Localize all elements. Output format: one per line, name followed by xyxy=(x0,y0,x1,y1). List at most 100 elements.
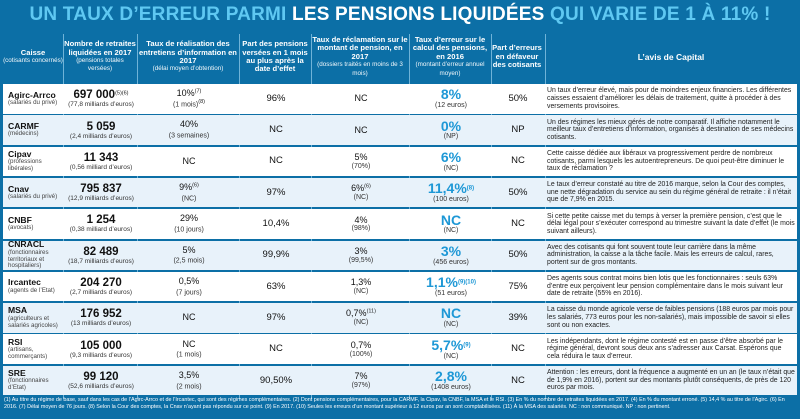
table-row: CNBF (avocats) 1 254 (0,38 milliard d’euros… xyxy=(3,209,797,239)
reclamation-cell: 0,7% (100%) xyxy=(313,334,409,364)
caisse-cell: RSI (artisans, commerçants) xyxy=(5,334,66,364)
erreur-note: (8) xyxy=(466,185,475,192)
erreur-cell: NC (NC) xyxy=(411,303,491,333)
entretiens-cell: NC xyxy=(139,147,239,177)
retraites-value: 5 059 xyxy=(86,120,116,133)
erreur-cell: 5,7%(9) (NC) xyxy=(411,334,491,364)
entretiens-value: 40% xyxy=(179,119,198,130)
entretiens-sub: (1 mois) xyxy=(172,101,199,109)
part-erreurs-cell: 75% xyxy=(493,272,543,302)
header-avis: L’avis de Capital xyxy=(546,32,796,82)
header-erreur: Taux d’erreur sur le calcul des pensions… xyxy=(410,32,490,82)
reclamation-value: 7% xyxy=(354,371,368,382)
avis-cell: Le taux d’erreur constaté au titre de 20… xyxy=(547,178,795,208)
avis-text: Un taux d’erreur élevé, mais pour de moi… xyxy=(547,87,792,110)
reclamation-value: 0,7% xyxy=(346,308,367,319)
header-nombre: Nombre de retraites liquidées en 2017 (p… xyxy=(64,32,136,82)
avis-cell: Un taux d’erreur élevé, mais pour de moi… xyxy=(547,84,795,114)
header-part-erreurs: Part d’erreurs en défaveur des cotisants xyxy=(492,32,542,82)
reclamation-cell: NC xyxy=(313,84,409,114)
caisse-sub: (salariés du privé) xyxy=(8,192,58,200)
retraites-value: 99 120 xyxy=(83,370,119,383)
header-taux-label: Taux de réalisation des entretiens d’inf… xyxy=(139,39,237,65)
table-row: CARMF (médecins) 5 059 (2,4 milliards d’eur… xyxy=(3,115,797,145)
avis-cell: Si cette petite caisse met du temps à ve… xyxy=(547,209,795,239)
avis-text: Des agents sous contrat moins bien lotis… xyxy=(547,275,783,298)
pensions-mois-cell: 99,9% xyxy=(241,241,311,271)
reclamation-sub: (99,5%) xyxy=(348,256,374,264)
erreur-cell: 3% (456 euros) xyxy=(411,241,491,271)
entretiens-sub: (NC) xyxy=(181,195,197,203)
caisse-sub: (agents de l’Etat) xyxy=(8,286,55,294)
reclamation-cell: 7% (97%) xyxy=(313,366,409,396)
reclamation-value: NC xyxy=(354,93,368,104)
retraites-sub: (9,3 milliards d’euros) xyxy=(69,351,133,359)
entretiens-sub: (3 semaines) xyxy=(168,132,210,140)
retraites-value: 176 952 xyxy=(80,308,122,321)
pensions-mois-cell: 63% xyxy=(241,272,311,302)
caisse-cell: Cnav (salariés du privé) xyxy=(5,178,66,208)
entretiens-sub: (2,5 mois) xyxy=(173,257,205,265)
entretiens-cell: NC xyxy=(139,303,239,333)
pensions-mois-value: NC xyxy=(269,343,283,355)
erreur-value: 8% xyxy=(440,86,462,103)
entretiens-note: (7) xyxy=(194,88,202,95)
pensions-mois-value: 10,4% xyxy=(262,218,290,230)
header-reclamation: Taux de réclamation sur le montant de pe… xyxy=(312,32,408,82)
entretiens-value: 9% xyxy=(179,182,193,193)
erreur-value: 2,8% xyxy=(435,368,467,385)
reclamation-cell: 1,3% (NC) xyxy=(313,272,409,302)
caisse-cell: Agirc-Arrco (salariés du privé) xyxy=(5,84,66,114)
caisse-sub: (salariés du privé) xyxy=(8,99,58,107)
reclamation-note: (6) xyxy=(364,183,371,190)
pensions-mois-cell: NC xyxy=(241,334,311,364)
caisse-sub: (fonctionnaires d’Etat) xyxy=(8,377,49,392)
retraites-cell: 82 489 (18,7 milliards d’euros) xyxy=(65,241,137,271)
table-row: Cipav (professions libérales) 11 343 (0,56 … xyxy=(3,146,797,177)
table-row: Agirc-Arrco (salariés du privé) 697 000(5)… xyxy=(3,84,797,114)
caisse-name: Cnav xyxy=(8,183,30,194)
caisse-name: CNBF xyxy=(8,214,32,225)
pensions-mois-value: 97% xyxy=(266,311,286,323)
erreur-sub: (NP) xyxy=(443,133,459,141)
header-taux-sub: (délai moyen d’obtention) xyxy=(152,65,224,73)
reclamation-value: 3% xyxy=(354,245,368,256)
entretiens-value: NC xyxy=(182,155,196,166)
pensions-mois-cell: NC xyxy=(241,147,311,177)
pensions-mois-value: 99,9% xyxy=(262,249,290,261)
avis-text: Si cette petite caisse met du temps à ve… xyxy=(547,212,795,235)
entretiens-cell: 5% (2,5 mois) xyxy=(139,241,239,271)
caisse-sub: (agriculteurs et salariés agricoles) xyxy=(8,314,58,329)
retraites-sub: (12,9 milliards d’euros) xyxy=(68,195,134,203)
erreur-sub: (NC) xyxy=(443,164,459,172)
caisse-sub: (avocats) xyxy=(8,224,34,232)
avis-cell: Un des régimes les mieux gérés de notre … xyxy=(547,115,795,145)
part-erreurs-value: 50% xyxy=(508,92,528,104)
pensions-mois-cell: 90,50% xyxy=(241,366,311,396)
reclamation-value: 6% xyxy=(351,183,365,194)
entretiens-value: NC xyxy=(182,312,196,323)
pensions-mois-cell: 10,4% xyxy=(241,209,311,239)
reclamation-value: 0,7% xyxy=(350,339,372,350)
table-row: SRE (fonctionnaires d’Etat) 99 120 (52,6 mi… xyxy=(3,365,797,396)
avis-text: Avec des cotisants qui font souvent tout… xyxy=(547,243,774,267)
erreur-value: 6% xyxy=(440,148,462,165)
erreur-value: 3% xyxy=(440,242,462,259)
entretiens-cell: 10%(7) (1 mois)(8) xyxy=(139,84,239,114)
retraites-sub: (2,4 milliards d’euros) xyxy=(69,132,133,140)
erreur-value: NC xyxy=(440,211,462,228)
pensions-mois-cell: 96% xyxy=(241,84,311,114)
erreur-cell: 8% (12 euros) xyxy=(411,84,491,114)
erreur-cell: 2,8% (1408 euros) xyxy=(411,366,491,396)
header-caisse-sub: (cotisants concernés) xyxy=(3,57,63,64)
table-row: Cnav (salariés du privé) 795 837 (12,9 mill… xyxy=(3,177,797,208)
header-reclamation-label: Taux de réclamation sur le montant de pe… xyxy=(312,34,408,61)
reclamation-sub: (NC) xyxy=(353,287,369,295)
erreur-value: 5,7% xyxy=(431,336,464,353)
retraites-cell: 697 000(5)(6) (77,8 milliards d’euros) xyxy=(65,84,137,114)
header-part: Part des pensions versées en 1 mois au p… xyxy=(240,32,310,82)
table-row: Ircantec (agents de l’Etat) 204 270 (2,7 mi… xyxy=(3,271,797,302)
part-erreurs-cell: 39% xyxy=(493,303,543,333)
retraites-sub: (52,6 milliards d’euros) xyxy=(68,382,134,390)
erreur-sub: (100 euros) xyxy=(433,196,469,204)
